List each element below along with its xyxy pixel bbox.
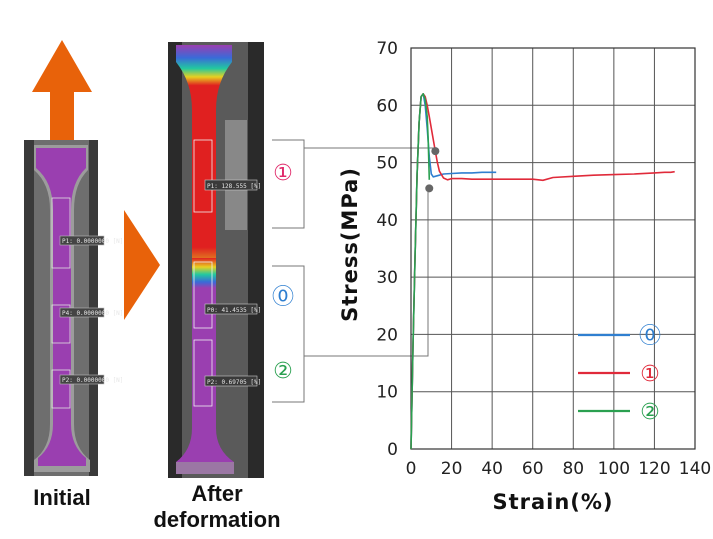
initial-label-p4: P4: 0.0000000 [N] <box>62 310 123 317</box>
x-tick-1: 20 <box>441 459 463 479</box>
x-tick-3: 60 <box>522 459 544 479</box>
x-tick-5: 100 <box>598 459 630 479</box>
initial-specimen-image: P1: 0.0000000 [N] P4: 0.0000000 [N] P2: … <box>24 140 123 476</box>
caption-initial: Initial <box>33 485 90 510</box>
annotation-point-1 <box>425 184 434 193</box>
x-tick-7: 140 <box>679 459 711 479</box>
chart-annotations <box>425 147 440 193</box>
bracket-one <box>272 139 434 229</box>
legend-label-2: ② <box>640 400 660 425</box>
y-tick-3: 30 <box>376 268 398 288</box>
deformed-label-p1: P1: 128.555 [%] <box>207 183 261 190</box>
transition-arrow-icon <box>124 210 160 320</box>
marker-one-label: ① <box>273 161 293 186</box>
legend-label-1: ① <box>640 362 660 387</box>
chart-series <box>410 93 675 450</box>
x-tick-6: 120 <box>638 459 670 479</box>
legend-label-0: ⓪ <box>639 324 661 349</box>
x-axis-label: Strain(%) <box>492 490 613 514</box>
series-line-2 <box>410 93 431 450</box>
caption-after: After <box>191 481 243 506</box>
x-tick-4: 80 <box>562 459 584 479</box>
y-tick-0: 0 <box>387 440 398 460</box>
pull-arrow-icon <box>32 40 92 146</box>
y-tick-5: 50 <box>376 154 398 174</box>
stress-strain-chart: 0 20 40 60 80 100 120 140 0 10 20 30 40 50 60 70 ⓪ ① ② St… <box>338 39 711 514</box>
plot-frame <box>410 47 696 450</box>
y-tick-2: 20 <box>376 325 398 345</box>
deformed-label-p2: P2: 0.69705 [%] <box>207 379 261 386</box>
y-tick-1: 10 <box>376 383 398 403</box>
y-axis-label: Stress(MPa) <box>338 167 362 322</box>
y-tick-6: 60 <box>376 96 398 116</box>
x-tick-0: 0 <box>406 459 417 479</box>
bracket-zero-two <box>272 186 429 403</box>
annotation-point-0 <box>431 147 440 156</box>
series-line-0 <box>410 93 497 450</box>
y-tick-7: 70 <box>376 39 398 59</box>
marker-two-label: ② <box>273 359 293 384</box>
initial-label-p1: P1: 0.0000000 [N] <box>62 238 123 245</box>
deformed-label-p0: P0: 41.4535 [%] <box>207 307 261 314</box>
initial-label-p2: P2: 0.0000000 [N] <box>62 377 123 384</box>
series-line-1 <box>410 93 675 450</box>
chart-legend: ⓪ ① ② <box>578 324 661 425</box>
chart-grid <box>410 47 696 450</box>
marker-zero-label: ⓪ <box>272 285 294 310</box>
x-tick-2: 40 <box>481 459 503 479</box>
y-tick-4: 40 <box>376 211 398 231</box>
caption-deformation: deformation <box>153 507 280 532</box>
deformed-specimen-image: P1: 128.555 [%] P0: 41.4535 [%] P2: 0.69… <box>168 42 264 478</box>
chart-ticks: 0 20 40 60 80 100 120 140 0 10 20 30 40 50 60 70 <box>376 39 711 479</box>
